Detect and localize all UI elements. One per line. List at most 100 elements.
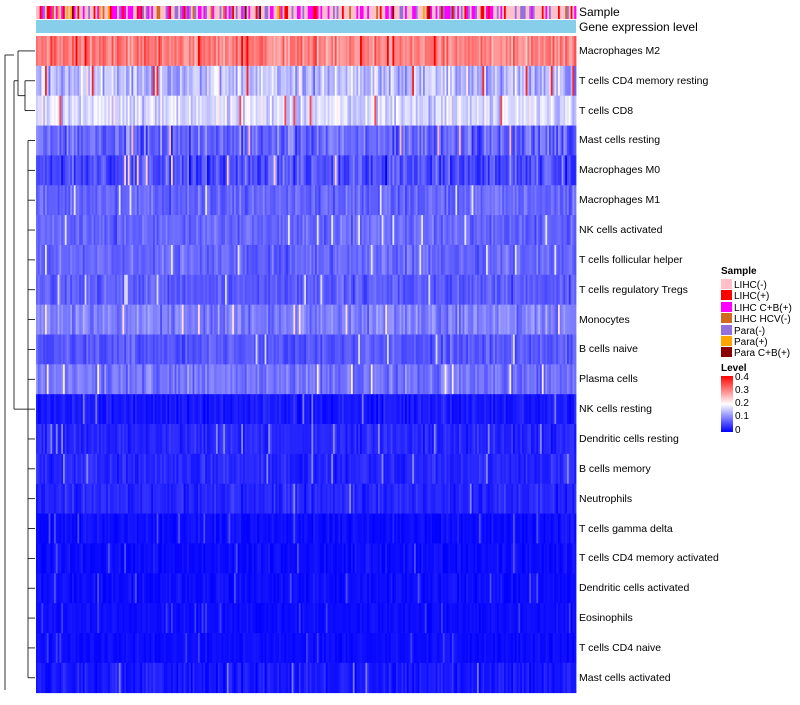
heatmap-cell xyxy=(550,394,553,425)
heatmap-cell xyxy=(457,304,460,335)
heatmap-cell xyxy=(439,244,442,276)
heatmap-cell xyxy=(145,185,148,216)
heatmap-cell xyxy=(297,364,300,395)
heatmap-cell xyxy=(554,364,557,395)
heatmap-cell xyxy=(41,95,44,126)
heatmap-cell xyxy=(554,36,557,67)
heatmap-cell xyxy=(309,394,312,425)
heatmap-cell xyxy=(93,364,96,395)
heatmap-cell xyxy=(226,95,229,126)
heatmap-cell xyxy=(63,334,66,365)
heatmap-cell xyxy=(532,125,535,156)
heatmap-cell xyxy=(340,304,343,335)
sample-annotation-cell xyxy=(288,6,291,19)
heatmap-cell xyxy=(477,36,480,67)
heatmap-cell xyxy=(212,274,215,306)
heatmap-cell xyxy=(214,334,217,365)
heatmap-cell xyxy=(369,244,372,276)
heatmap-cell xyxy=(406,334,409,365)
heatmap-cell xyxy=(59,453,62,485)
heatmap-cell xyxy=(223,125,226,156)
heatmap-cell xyxy=(496,155,499,186)
heatmap-cell xyxy=(41,334,44,365)
heatmap-cell xyxy=(91,215,94,246)
heatmap-cell xyxy=(311,453,314,485)
heatmap-cell xyxy=(277,334,280,365)
heatmap-cell xyxy=(111,424,114,455)
heatmap-cell xyxy=(279,65,282,97)
heatmap-cell xyxy=(39,36,42,67)
heatmap-cell xyxy=(172,453,175,485)
heatmap-cell xyxy=(556,65,559,97)
heatmap-cell xyxy=(388,65,391,97)
heatmap-cell xyxy=(450,244,453,276)
heatmap-cell xyxy=(284,274,287,306)
heatmap-cell xyxy=(342,483,345,514)
heatmap-cell xyxy=(70,394,73,425)
heatmap-cell xyxy=(212,364,215,395)
heatmap-cell xyxy=(558,36,561,67)
heatmap-cell xyxy=(140,453,143,485)
heatmap-cell xyxy=(154,274,157,306)
heatmap-cell xyxy=(496,185,499,216)
heatmap-cell xyxy=(117,215,120,246)
heatmap-cell xyxy=(336,125,339,156)
heatmap-cell xyxy=(300,155,303,186)
heatmap-cell xyxy=(66,364,69,395)
heatmap-cell xyxy=(95,424,98,455)
heatmap-cell xyxy=(142,155,145,186)
heatmap-cell xyxy=(388,274,391,306)
heatmap-cell xyxy=(423,215,426,246)
heatmap-cell xyxy=(68,95,71,126)
heatmap-cell xyxy=(199,304,202,335)
heatmap-cell xyxy=(435,453,438,485)
heatmap-cell xyxy=(86,125,89,156)
heatmap-cell xyxy=(369,95,372,126)
heatmap-cell xyxy=(343,155,346,186)
heatmap-cell xyxy=(396,364,399,395)
heatmap-cell xyxy=(181,364,184,395)
heatmap-cell xyxy=(196,453,199,485)
heatmap-cell xyxy=(280,215,283,246)
heatmap-cell xyxy=(165,304,168,335)
heatmap-cell xyxy=(462,215,465,246)
heatmap-cell xyxy=(167,215,170,246)
heatmap-cell xyxy=(424,304,427,335)
heatmap-cell xyxy=(55,244,58,276)
heatmap-cell xyxy=(457,364,460,395)
heatmap-cell xyxy=(84,36,87,67)
heatmap-cell xyxy=(248,304,251,335)
heatmap-cell xyxy=(205,125,208,156)
heatmap-cell xyxy=(156,65,159,97)
heatmap-cell xyxy=(315,65,318,97)
heatmap-cell xyxy=(124,394,127,425)
heatmap-cell xyxy=(316,394,319,425)
heatmap-cell xyxy=(289,125,292,156)
heatmap-cell xyxy=(286,304,289,335)
sample-annotation-cell xyxy=(520,6,523,19)
heatmap-cell xyxy=(527,36,530,67)
heatmap-cell xyxy=(513,244,516,276)
heatmap-cell xyxy=(505,424,508,455)
heatmap-cell xyxy=(356,125,359,156)
heatmap-cell xyxy=(293,185,296,216)
heatmap-cell xyxy=(171,125,174,156)
heatmap-cell xyxy=(297,424,300,455)
heatmap-cell xyxy=(262,274,265,306)
heatmap-cell xyxy=(525,36,528,67)
heatmap-cell xyxy=(471,304,474,335)
heatmap-cell xyxy=(482,36,485,67)
heatmap-cell xyxy=(262,453,265,485)
heatmap-cell xyxy=(469,424,472,455)
heatmap-cell xyxy=(374,215,377,246)
heatmap-cell xyxy=(399,215,402,246)
heatmap-cell xyxy=(365,453,368,485)
heatmap-cell xyxy=(448,424,451,455)
heatmap-cell xyxy=(460,155,463,186)
heatmap-cell xyxy=(109,304,112,335)
heatmap-cell xyxy=(187,36,190,67)
heatmap-cell xyxy=(126,155,129,186)
heatmap-cell xyxy=(81,274,84,306)
heatmap-cell xyxy=(565,274,568,306)
heatmap-cell xyxy=(109,185,112,216)
